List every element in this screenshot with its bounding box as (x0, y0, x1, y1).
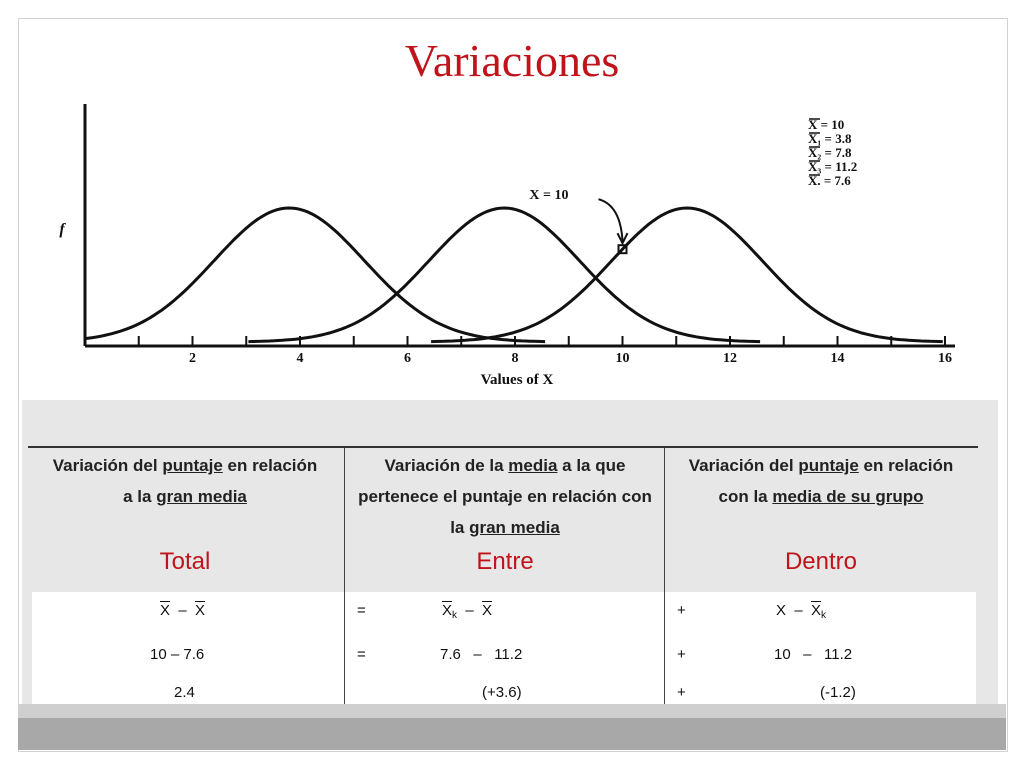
dentro-plus-1: + (677, 602, 686, 619)
column-total-label: Total (159, 548, 211, 575)
distribution-curve-2 (248, 206, 761, 344)
column-dentro: Variación del puntaje en relación con la… (676, 450, 966, 588)
column-entre: Variación de la media a la que pertenece… (356, 450, 654, 588)
y-axis-label: f (59, 221, 66, 238)
column-dentro-description: Variación del puntaje en relación con la… (676, 450, 966, 512)
table-top-rule (28, 446, 978, 448)
stats-line: X₂ = 7.8 (808, 145, 852, 160)
total-values: 10 – 7.6 (150, 646, 205, 663)
footer-band (18, 718, 1006, 750)
description-text: Variación del (688, 456, 799, 475)
x-tick-label: 12 (723, 351, 737, 366)
total-formula: X – X (160, 602, 206, 619)
column-total: Variación del puntaje en relación a la g… (50, 450, 320, 588)
footer-band-light (18, 704, 1006, 718)
x-tick-label: 14 (831, 351, 845, 366)
dentro-values: 10 – 11.2 (774, 646, 853, 663)
stats-line: X. = 7.6 (808, 173, 851, 188)
distribution-curve-1 (84, 206, 546, 344)
x-tick-label: 4 (297, 351, 304, 366)
underlined-term: gran media (156, 487, 247, 506)
dentro-plus-3: + (677, 684, 686, 701)
entre-values: 7.6 – 11.2 (440, 646, 523, 663)
x-axis-label: Values of X (481, 372, 554, 388)
description-text: a la que pertenece el puntaje en relació… (358, 456, 652, 537)
entre-equals-2: = (357, 646, 366, 663)
underlined-term: media de su grupo (772, 487, 924, 506)
description-text: Variación de la (384, 456, 509, 475)
column-total-description: Variación del puntaje en relación a la g… (50, 450, 320, 512)
x-tick-label: 8 (512, 351, 519, 366)
entre-equals-1: = (357, 602, 366, 619)
x-tick-label: 10 (616, 351, 630, 366)
entre-result: (+3.6) (482, 684, 522, 701)
underlined-term: media (508, 456, 558, 475)
slide-title: Variaciones (404, 35, 620, 86)
column-divider (664, 448, 665, 718)
x-tick-label: 2 (189, 351, 196, 366)
underlined-term: puntaje (798, 456, 859, 475)
stats-line: X₃ = 11.2 (808, 159, 857, 174)
entre-formula: Xk – X (442, 602, 493, 621)
underlined-term: puntaje (162, 456, 223, 475)
x-tick-label: 6 (404, 351, 411, 366)
stats-line: X = 10 (808, 117, 844, 132)
underlined-term: gran media (469, 518, 560, 537)
annotation-arrow (598, 198, 624, 242)
x-tick-label: 16 (938, 351, 952, 366)
annotation-label: X = 10 (529, 188, 568, 203)
description-text: Variación del (52, 456, 163, 475)
dentro-formula: X – Xk (776, 602, 827, 621)
description-text: en relación con la (718, 456, 954, 506)
column-entre-label: Entre (476, 548, 534, 575)
stats-line: X₁ = 3.8 (808, 131, 852, 146)
annotation-arrowhead (616, 232, 629, 246)
dentro-result: (-1.2) (820, 684, 856, 701)
description-text: en relación a la (123, 456, 318, 506)
column-divider (344, 448, 345, 718)
total-result: 2.4 (174, 684, 195, 701)
formula-panel (32, 592, 976, 704)
column-entre-description: Variación de la media a la que pertenece… (356, 450, 654, 543)
column-dentro-label: Dentro (784, 548, 858, 575)
distribution-curve-3 (431, 206, 943, 344)
dentro-plus-2: + (677, 646, 686, 663)
